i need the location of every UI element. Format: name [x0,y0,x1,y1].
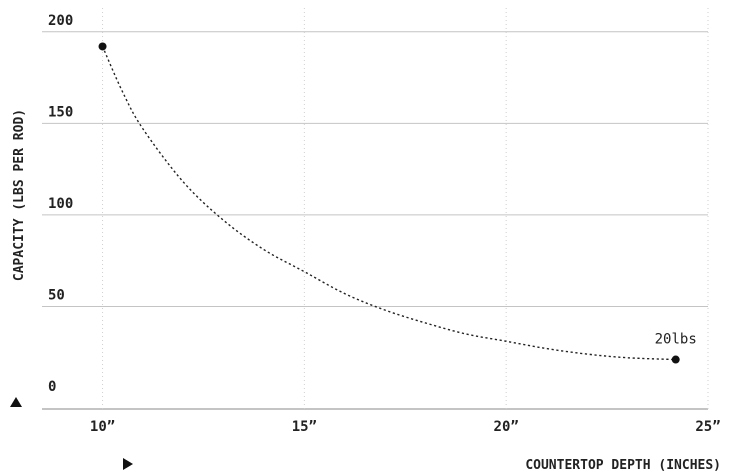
grid [42,8,709,410]
y-tick-label: 100 [48,196,73,212]
series-line [101,46,676,361]
right-triangle-icon [123,458,133,470]
value-annotation: 20lbs [655,332,697,348]
y-tick-label: 0 [48,379,56,395]
y-tick-label: 150 [48,104,73,120]
y-tick-label: 200 [48,13,73,29]
series [98,42,680,364]
up-triangle-icon [10,397,22,407]
x-tick-label: 15” [292,419,317,435]
x-tick-label: 25” [695,419,720,435]
y-tick-label: 50 [48,287,65,303]
annotations: 20lbs [655,332,697,348]
data-point [671,355,680,364]
x-tick-label: 20” [494,419,519,435]
y-axis-title: CAPACITY (LBS PER ROD) [12,109,27,281]
x-tick-label: 10” [90,419,115,435]
tick-labels: 0 50 100 150 200 10” 15” 20” 25” [48,13,721,435]
data-point [98,42,107,51]
x-axis-title: COUNTERTOP DEPTH (INCHES) [525,458,721,473]
